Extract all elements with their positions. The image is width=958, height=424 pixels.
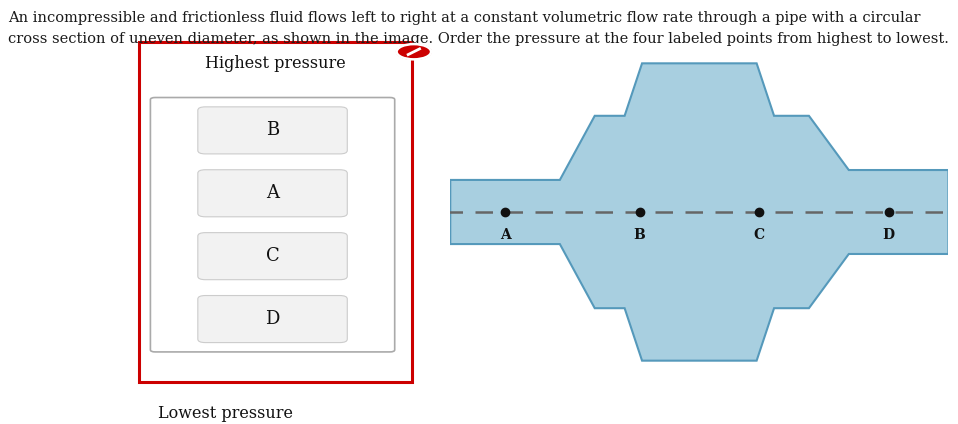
Text: A: A [500, 228, 511, 243]
FancyBboxPatch shape [150, 98, 395, 352]
FancyBboxPatch shape [197, 296, 347, 343]
Circle shape [397, 44, 431, 59]
FancyBboxPatch shape [197, 233, 347, 280]
FancyBboxPatch shape [197, 107, 347, 154]
Text: C: C [265, 247, 280, 265]
Text: D: D [265, 310, 280, 328]
Text: B: B [266, 121, 279, 139]
Text: Highest pressure: Highest pressure [205, 55, 346, 72]
Text: cross section of uneven diameter, as shown in the image. Order the pressure at t: cross section of uneven diameter, as sho… [8, 32, 948, 46]
Polygon shape [450, 63, 948, 361]
Text: B: B [633, 228, 646, 243]
FancyBboxPatch shape [197, 170, 347, 217]
Text: Lowest pressure: Lowest pressure [158, 405, 293, 422]
FancyBboxPatch shape [139, 42, 412, 382]
Text: C: C [754, 228, 764, 243]
Text: An incompressible and frictionless fluid flows left to right at a constant volum: An incompressible and frictionless fluid… [8, 11, 921, 25]
Text: D: D [882, 228, 895, 243]
Text: A: A [266, 184, 279, 202]
